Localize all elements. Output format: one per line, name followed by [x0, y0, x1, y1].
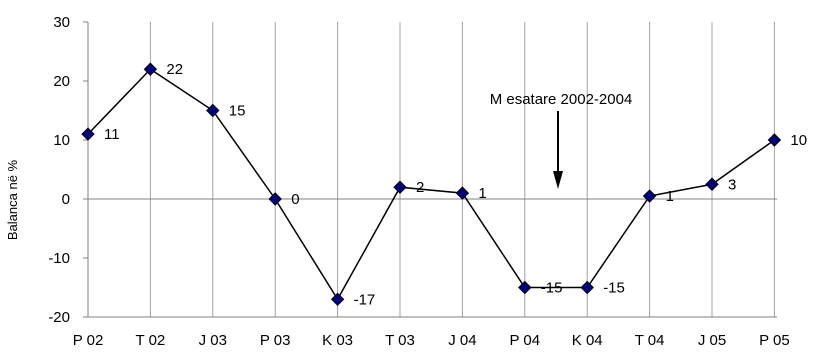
data-markers: [81, 62, 782, 307]
data-label: 11: [104, 126, 120, 143]
x-tick-label: P 02: [73, 332, 104, 349]
x-tick-label: P 05: [759, 332, 790, 349]
x-tick-label: J 03: [199, 332, 227, 349]
x-tick-label: K 03: [322, 332, 353, 349]
y-tick-label: 20: [53, 73, 70, 90]
vertical-gridlines: [149, 22, 775, 317]
x-tick-labels: P 02 T 02 J 03 P 03 K 03 T 03 J 04 P 04 K 04 T 04…: [73, 332, 790, 349]
y-tick-marks: [83, 21, 88, 318]
annotation-label: M esatare 2002-2004: [490, 91, 633, 108]
data-point: [580, 280, 594, 295]
data-label: 1: [666, 188, 674, 205]
x-tick-label: K 04: [572, 332, 603, 349]
data-label: -15: [541, 280, 563, 297]
data-labels: 11 22 15 0 -17 2 1 -15 -15 1 3 10: [104, 61, 807, 308]
x-tick-label: T 03: [385, 332, 415, 349]
y-tick-label: -20: [48, 309, 70, 326]
data-label: -15: [603, 280, 625, 297]
annotation-arrowhead: [553, 171, 563, 189]
data-label: 22: [166, 61, 183, 78]
x-tick-label: J 05: [698, 332, 726, 349]
data-label: 2: [416, 179, 424, 196]
y-tick-label: 10: [53, 132, 70, 149]
series-line: [87, 68, 775, 301]
y-tick-label: -10: [48, 250, 70, 267]
y-tick-labels: 30 20 10 0 -10 -20: [48, 14, 70, 326]
y-tick-label: 0: [62, 191, 70, 208]
data-point: [330, 292, 345, 307]
data-label: 15: [229, 103, 246, 120]
data-label: 3: [728, 176, 736, 193]
data-point: [705, 177, 719, 191]
y-tick-label: 30: [53, 14, 70, 31]
data-point: [455, 186, 470, 200]
data-point: [767, 133, 782, 147]
data-point: [81, 127, 95, 141]
data-point: [518, 280, 532, 295]
data-point: [642, 189, 657, 203]
data-point: [393, 180, 407, 194]
y-axis-label: Balanca në %: [5, 159, 20, 240]
data-point: [143, 62, 158, 76]
x-tick-label: T 02: [136, 332, 166, 349]
x-tick-label: J 04: [448, 332, 476, 349]
data-label: 1: [478, 185, 486, 202]
data-point: [206, 103, 220, 118]
data-label: -17: [354, 291, 376, 308]
x-tick-label: P 04: [510, 332, 541, 349]
x-tick-label: P 03: [260, 332, 291, 349]
x-tick-label: T 04: [635, 332, 665, 349]
data-label: 0: [291, 191, 299, 208]
data-point: [268, 192, 282, 206]
data-label: 10: [790, 132, 807, 149]
